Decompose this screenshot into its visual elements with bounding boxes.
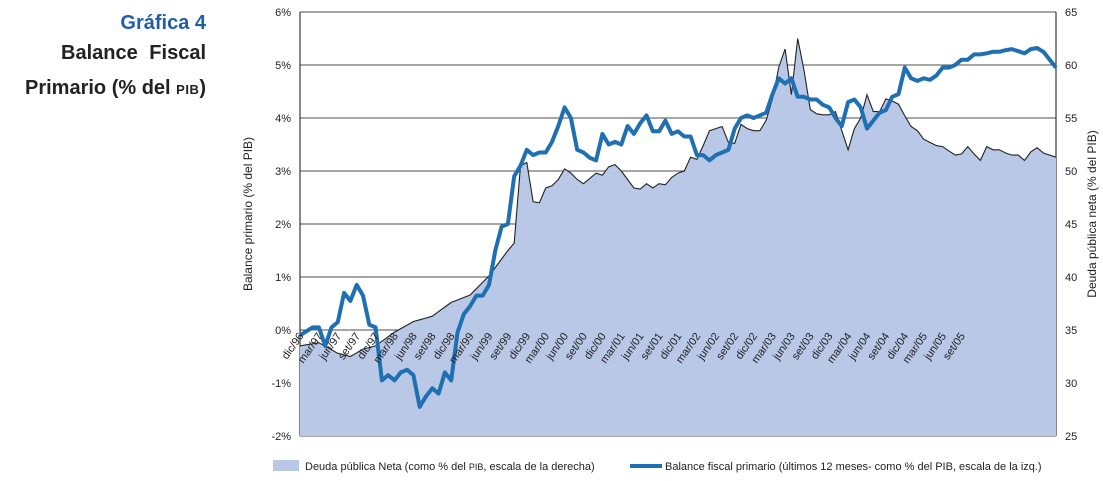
right-tick-label: 30 [1065, 378, 1077, 390]
right-tick-label: 60 [1065, 60, 1077, 72]
left-tick-label: 2% [275, 219, 291, 231]
figure-number: Gráfica 4 [120, 12, 206, 34]
debt-area [300, 38, 1056, 436]
right-tick-label: 40 [1065, 272, 1077, 284]
legend-debt-prefix: Deuda pública Neta (como % del [305, 461, 469, 473]
figure-title-prefix: Primario (% del [25, 77, 177, 99]
figure-title-suffix: ) [199, 77, 206, 99]
legend: Deuda pública Neta (como % del PIB, esca… [273, 460, 1042, 473]
legend-debt-suffix: , escala de la derecha) [483, 461, 594, 473]
balance-line [298, 46, 1058, 409]
right-tick-label: 45 [1065, 219, 1077, 231]
debt-line [299, 38, 1057, 358]
right-axis-label: Deuda pública neta (% del PIB) [1085, 130, 1099, 297]
right-tick-label: 65 [1065, 7, 1077, 19]
right-tick-label: 25 [1065, 431, 1077, 443]
legend-swatch-debt [273, 460, 299, 471]
left-axis-ticks: -2% -1% 0% 1% 2% 3% 4% 5% 6% [271, 7, 291, 443]
left-tick-label: -2% [271, 431, 291, 443]
left-tick-label: 3% [275, 166, 291, 178]
left-tick-label: -1% [271, 378, 291, 390]
legend-label-balance: Balance fiscal primario (últimos 12 mese… [665, 461, 1042, 473]
right-tick-label: 55 [1065, 113, 1077, 125]
left-tick-label: 4% [275, 113, 291, 125]
figure-title-pib: PIB [176, 82, 200, 97]
left-tick-label: 0% [275, 325, 291, 337]
left-tick-label: 5% [275, 60, 291, 72]
right-tick-label: 50 [1065, 166, 1077, 178]
legend-debt-pib: PIB [469, 462, 484, 472]
left-tick-label: 1% [275, 272, 291, 284]
legend-label-debt: Deuda pública Neta (como % del PIB, esca… [305, 461, 595, 473]
figure-title-line2: Primario (% del PIB) [25, 77, 206, 100]
right-tick-label: 35 [1065, 325, 1077, 337]
right-axis-ticks: 25 30 35 40 45 50 55 60 65 [1065, 7, 1077, 443]
left-tick-label: 6% [275, 7, 291, 19]
left-axis-label: Balance primario (% del PIB) [241, 137, 255, 291]
figure-title-line1: Balance Fiscal [61, 42, 206, 64]
